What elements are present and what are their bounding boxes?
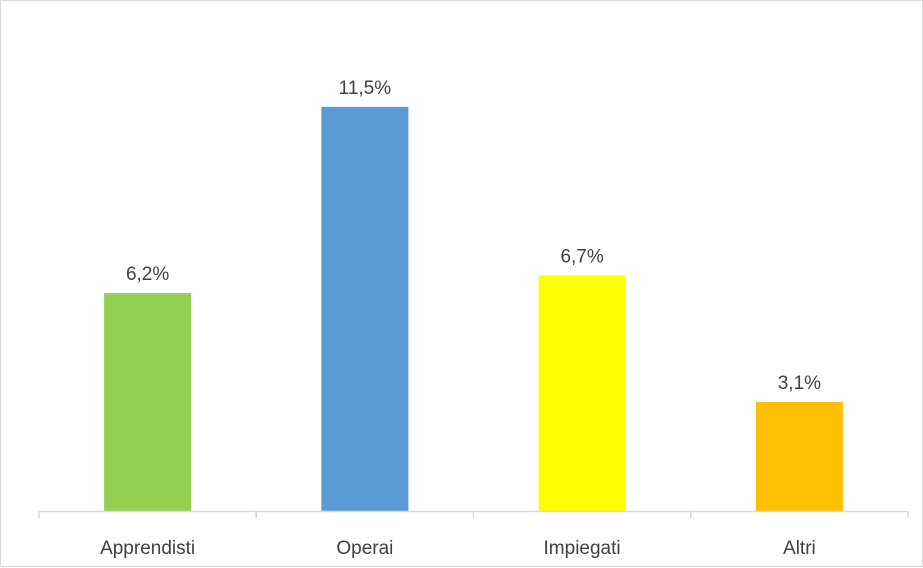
category-label-apprendisti: Apprendisti [100, 538, 195, 559]
value-label-altri: 3,1% [778, 373, 821, 394]
x-axis [38, 510, 909, 518]
bar-impiegati [538, 275, 626, 511]
bar-operai [321, 106, 409, 512]
bar-altri [755, 402, 843, 511]
bars-layer [104, 106, 843, 512]
category-label-impiegati: Impiegati [544, 538, 621, 559]
category-labels-layer: Apprendisti Operai Impiegati Altri [100, 538, 816, 559]
value-label-apprendisti: 6,2% [126, 264, 169, 285]
bar-apprendisti [104, 293, 192, 511]
value-label-operai: 11,5% [339, 78, 392, 99]
category-label-operai: Operai [336, 538, 393, 559]
category-label-altri: Altri [783, 538, 816, 559]
value-labels-layer: 6,2% 11,5% 6,7% 3,1% [126, 78, 821, 394]
value-label-impiegati: 6,7% [560, 247, 603, 268]
